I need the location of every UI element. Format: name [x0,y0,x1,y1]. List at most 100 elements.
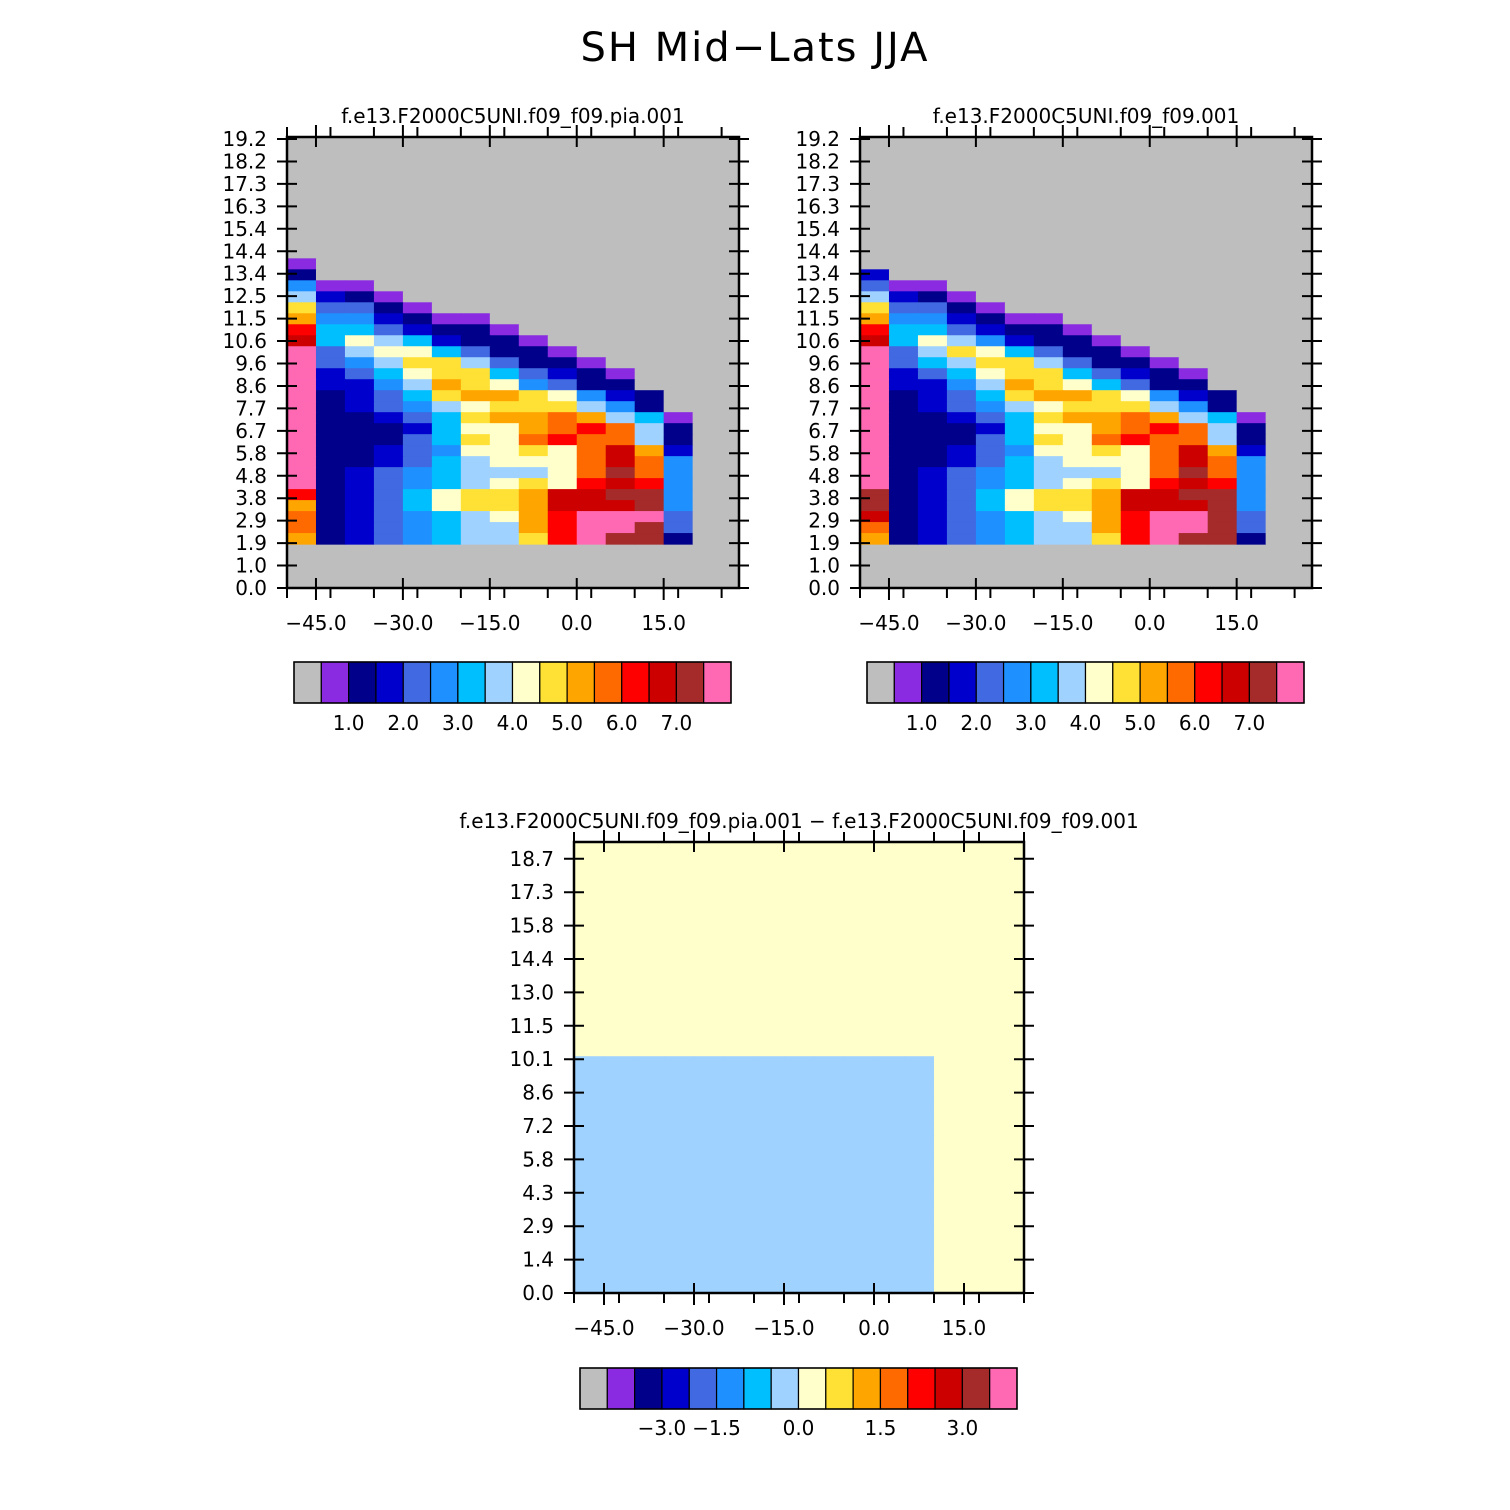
heatmap-cell [344,511,375,523]
y-tick-label: 11.5 [795,307,840,331]
heatmap-cell [1265,445,1313,457]
heatmap-cell [547,313,578,325]
heatmap-cell [576,368,607,380]
heatmap-cell [917,467,948,479]
heatmap-cell [604,1247,635,1260]
heatmap-cell [1236,522,1267,534]
heatmap-cell [576,434,607,446]
colorbar-swatch [484,661,514,704]
heatmap-cell [975,434,1006,446]
heatmap-cell [934,887,965,899]
heatmap-cell [964,1033,995,1046]
heatmap-cell [663,214,694,226]
heatmap-cell [344,368,375,380]
heatmap-cell [874,1236,905,1249]
heatmap-cell [518,500,549,512]
heatmap-cell [634,988,665,1001]
heatmap-cell [634,478,665,490]
heatmap-cell [344,159,375,172]
heatmap-cell [460,203,491,215]
heatmap-cell [489,159,520,172]
heatmap-cell [373,291,404,303]
heatmap-cell [574,875,605,888]
heatmap-cell [547,192,578,204]
heatmap-cell [315,148,346,161]
heatmap-cell [1149,203,1180,215]
heatmap-cell [1033,379,1064,391]
heatmap-cell [1120,434,1151,446]
y-tick-label: 8.6 [808,374,840,398]
heatmap-cell [634,346,665,358]
heatmap-cell [860,368,890,380]
heatmap-cell [664,1033,695,1046]
heatmap-cell [1149,390,1180,402]
heatmap-cell [1149,445,1180,457]
heatmap-cell [904,1247,935,1260]
heatmap-cell [1091,280,1122,292]
heatmap-cell [1062,533,1093,545]
heatmap-cell [547,335,578,347]
heatmap-cell [287,434,317,446]
heatmap-cell [784,1236,815,1249]
y-tick-label: 16.3 [222,194,267,218]
y-tick-label: 10.6 [795,329,840,353]
heatmap-cell [1178,236,1209,248]
heatmap-cell [784,988,815,1001]
heatmap-cell [664,932,695,945]
heatmap-cell [315,269,346,281]
heatmap-cell [576,357,607,369]
heatmap-cell [634,379,665,391]
heatmap-cell [888,247,919,259]
heatmap-cell [576,478,607,490]
heatmap-cell [692,357,740,369]
heatmap-cell [692,291,740,303]
heatmap-cell [344,346,375,358]
heatmap-cell [754,853,785,866]
heatmap-cell [373,467,404,479]
heatmap-cell [1120,192,1151,204]
heatmap-cell [904,1135,935,1148]
heatmap-cell [917,456,948,468]
y-tick-label: 1.4 [522,1248,554,1272]
heatmap-cell [784,943,815,956]
heatmap-cell [917,434,948,446]
heatmap-cell [344,357,375,369]
heatmap-cell [994,1281,1025,1294]
heatmap-cell [814,1123,845,1136]
heatmap-cell [605,313,636,325]
heatmap-cell [964,954,995,967]
heatmap-cell [724,853,755,866]
heatmap-cell [994,1044,1025,1057]
heatmap-cell [1062,379,1093,391]
heatmap-cell [576,401,607,413]
heatmap-cell [663,368,694,380]
heatmap-cell [344,236,375,248]
heatmap-cell [518,357,549,369]
heatmap-cell [1178,423,1209,435]
heatmap-cell [460,269,491,281]
heatmap-cell [1062,181,1093,194]
heatmap-cell [724,1056,755,1069]
heatmap-cell [287,170,317,183]
heatmap-cell [754,898,785,911]
heatmap-cell [1178,489,1209,501]
heatmap-cell [1265,500,1313,512]
heatmap-cell [1120,247,1151,259]
heatmap-cell [634,148,665,161]
heatmap-cell [784,954,815,967]
heatmap-cell [934,1044,965,1057]
heatmap-cell [874,1044,905,1057]
y-tick-label: 2.9 [808,509,840,533]
heatmap-cell [605,456,636,468]
heatmap-cell [934,909,965,922]
heatmap-cell [1236,258,1267,270]
heatmap-cell [518,302,549,314]
heatmap-cell [287,467,317,479]
heatmap-cell [576,522,607,534]
heatmap-cell [946,335,977,347]
heatmap-cell [1236,357,1267,369]
heatmap-cell [1091,313,1122,325]
y-tick-label: 6.7 [235,419,267,443]
y-tick-label: 0.0 [808,576,840,600]
heatmap-cell [518,225,549,237]
